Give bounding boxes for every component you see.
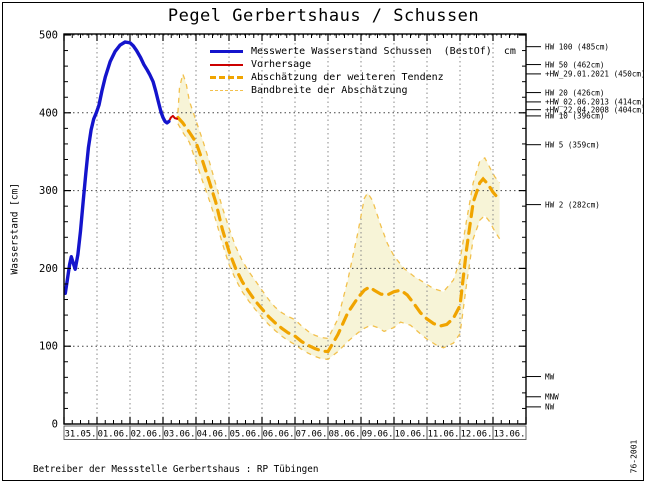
- svg-text:13.06.: 13.06.: [494, 430, 526, 440]
- chart-title: Pegel Gerbertshaus / Schussen: [167, 6, 480, 26]
- svg-text:100: 100: [39, 341, 58, 353]
- hw-markers: HW 100 (485cm) HW 50 (462cm)+HW_29.01.202…: [526, 42, 646, 412]
- svg-text:MW: MW: [545, 372, 555, 381]
- legend-item-1: Vorhersage: [210, 58, 516, 71]
- legend-label: Vorhersage: [251, 59, 312, 70]
- x-tick-labels: 31.05. 01.06. 02.06. 03.06. 04.06. 05.06. 06.0…: [63, 425, 527, 440]
- legend-item-2: Abschätzung der weiteren Tendenz: [210, 71, 516, 84]
- svg-text:+HW_29.01.2021 (450cm): +HW_29.01.2021 (450cm): [545, 70, 646, 79]
- svg-text:31.05.: 31.05.: [65, 430, 97, 440]
- side-note: 76-2001: [629, 439, 639, 474]
- legend-line-sample: [210, 76, 243, 79]
- axis-ticks: [63, 34, 527, 425]
- svg-text:09.06.: 09.06.: [362, 430, 394, 440]
- band-edge-lines: [177, 71, 501, 361]
- svg-text:+HW_22.04.2008 (404cm): +HW_22.04.2008 (404cm): [545, 105, 646, 114]
- svg-text:12.06.: 12.06.: [461, 430, 493, 440]
- footer: Betreiber der Messstelle Gerbertshaus : …: [33, 446, 559, 484]
- svg-text:07.06.: 07.06.: [296, 430, 328, 440]
- svg-text:03.06.: 03.06.: [164, 430, 196, 440]
- svg-text:NW: NW: [545, 403, 555, 412]
- svg-text:400: 400: [39, 107, 58, 119]
- y-tick-labels: 0 100 200 300 400 500: [39, 30, 58, 431]
- measured-line: [63, 40, 171, 295]
- svg-text:04.06.: 04.06.: [197, 430, 229, 440]
- band-area: [177, 73, 500, 360]
- y-axis-title: Wasserstand [cm]: [9, 182, 21, 275]
- legend-item-0: Messwerte Wasserstand Schussen (BestOf) …: [210, 45, 516, 58]
- svg-text:500: 500: [39, 30, 58, 42]
- legend-label: Abschätzung der weiteren Tendenz: [251, 72, 444, 83]
- svg-text:10.06.: 10.06.: [395, 430, 427, 440]
- svg-text:05.06.: 05.06.: [230, 430, 262, 440]
- legend-line-sample: [210, 90, 243, 91]
- svg-text:02.06.: 02.06.: [131, 430, 163, 440]
- svg-text:HW 20 (426cm): HW 20 (426cm): [545, 88, 604, 97]
- legend-item-3: Bandbreite der Abschätzung: [210, 84, 516, 97]
- svg-text:300: 300: [39, 185, 58, 197]
- legend-line-sample: [210, 50, 243, 53]
- svg-text:HW 50 (462cm): HW 50 (462cm): [545, 60, 604, 69]
- legend-label: Messwerte Wasserstand Schussen (BestOf) …: [251, 46, 516, 57]
- svg-text:11.06.: 11.06.: [428, 430, 460, 440]
- footer-operator: Betreiber der Messstelle Gerbertshaus : …: [33, 463, 319, 475]
- tendency-line: [176, 115, 502, 354]
- svg-text:HW 5 (359cm): HW 5 (359cm): [545, 140, 600, 149]
- legend-line-sample: [210, 63, 243, 66]
- svg-text:200: 200: [39, 263, 58, 275]
- svg-text:+HW_02.06.2013 (414cm): +HW_02.06.2013 (414cm): [545, 98, 646, 107]
- forecast-line: [168, 114, 179, 122]
- svg-text:MNW: MNW: [545, 393, 559, 402]
- svg-text:01.06.: 01.06.: [98, 430, 130, 440]
- svg-text:0: 0: [52, 419, 58, 431]
- svg-text:08.06.: 08.06.: [329, 430, 361, 440]
- svg-text:06.06.: 06.06.: [263, 430, 295, 440]
- svg-text:HW 10 (396cm): HW 10 (396cm): [545, 112, 604, 121]
- svg-text:HW 2 (282cm): HW 2 (282cm): [545, 200, 600, 209]
- legend: Messwerte Wasserstand Schussen (BestOf) …: [210, 45, 516, 97]
- legend-label: Bandbreite der Abschätzung: [251, 85, 408, 96]
- svg-text:HW 100 (485cm): HW 100 (485cm): [545, 42, 609, 51]
